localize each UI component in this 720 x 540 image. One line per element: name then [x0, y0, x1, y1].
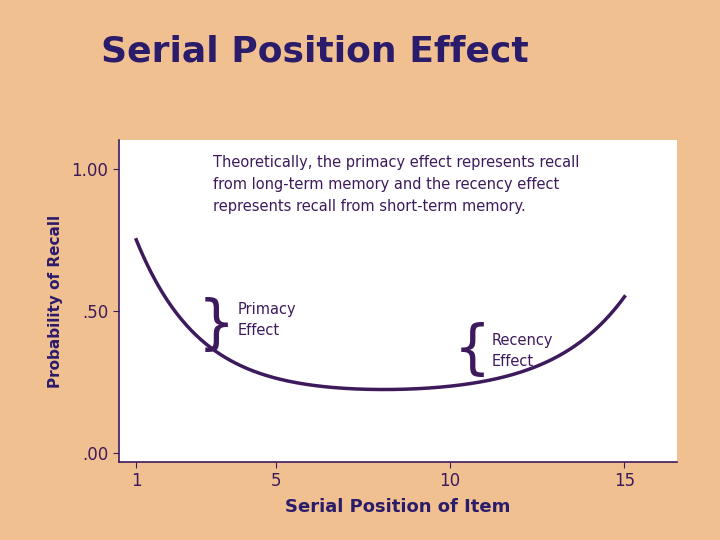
Text: Theoretically, the primacy effect represents recall
from long-term memory and th: Theoretically, the primacy effect repres… — [213, 154, 580, 214]
Text: Serial Position Effect: Serial Position Effect — [101, 35, 528, 68]
Text: Recency
Effect: Recency Effect — [492, 333, 554, 369]
Text: Primacy
Effect: Primacy Effect — [238, 301, 296, 338]
Text: }: } — [198, 296, 235, 354]
Text: {: { — [454, 322, 491, 379]
Y-axis label: Probability of Recall: Probability of Recall — [48, 214, 63, 388]
X-axis label: Serial Position of Item: Serial Position of Item — [285, 498, 510, 516]
